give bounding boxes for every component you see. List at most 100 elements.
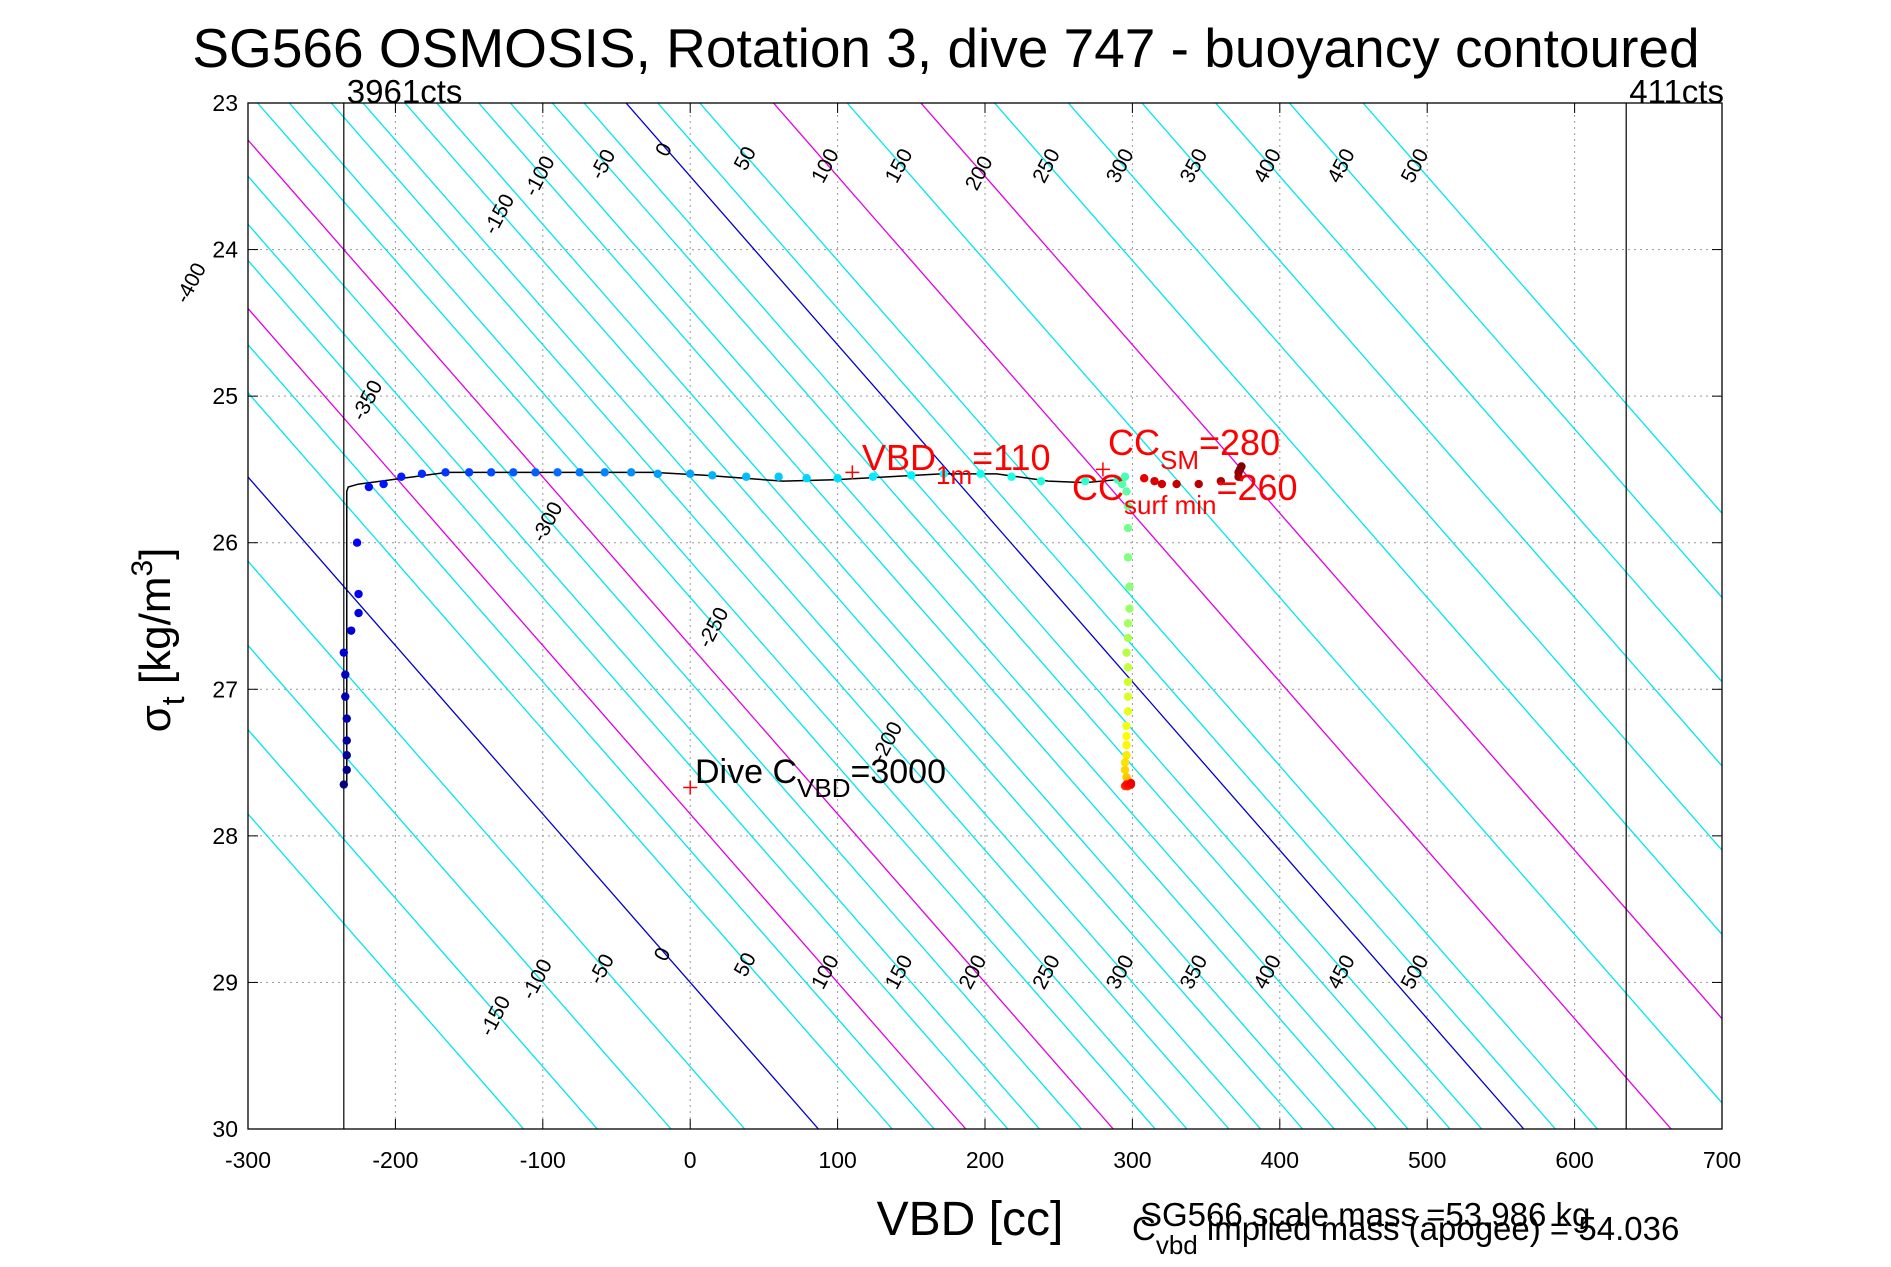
profile-point bbox=[1123, 553, 1133, 562]
y-axis-label-main: σ bbox=[131, 705, 180, 732]
contour-line-top bbox=[248, 343, 935, 1129]
x-tick-label: 500 bbox=[1408, 1147, 1446, 1173]
profile-point bbox=[600, 468, 609, 477]
implied-mass-sub: vbd bbox=[1156, 1230, 1198, 1260]
x-tick-label: 400 bbox=[1261, 1147, 1299, 1173]
cc-sm-value: =280 bbox=[1199, 422, 1280, 463]
dive-cvbd-value: =3000 bbox=[851, 753, 947, 791]
profile-point bbox=[1172, 479, 1181, 489]
contour-line-bottom bbox=[288, 103, 1188, 1129]
contour-line-bottom bbox=[248, 812, 525, 1129]
profile-point bbox=[1237, 462, 1246, 471]
profile-point bbox=[1125, 604, 1134, 613]
profile-point bbox=[1216, 476, 1226, 486]
profile-point bbox=[509, 468, 518, 477]
contour-line-bottom bbox=[362, 103, 1262, 1129]
contour-line-bottom bbox=[248, 139, 1114, 1129]
count-label: 3961cts bbox=[347, 73, 463, 110]
y-tick-label: 23 bbox=[212, 90, 238, 116]
implied-mass-main: C bbox=[1132, 1210, 1156, 1247]
contour-line-top bbox=[625, 103, 1525, 1129]
profile-point bbox=[1150, 476, 1159, 486]
profile-point bbox=[342, 714, 351, 723]
cc-sm-sub: SM bbox=[1160, 445, 1199, 475]
profile-point bbox=[1117, 479, 1127, 489]
contour-line-bottom bbox=[436, 103, 1335, 1129]
profile-point bbox=[441, 468, 450, 477]
y-tick-label: 27 bbox=[212, 676, 238, 702]
dive-profile bbox=[339, 462, 1246, 795]
profile-point bbox=[1123, 692, 1133, 701]
y-tick-label: 26 bbox=[212, 530, 238, 556]
profile-point bbox=[1122, 751, 1131, 760]
contour-line-bottom bbox=[509, 103, 1409, 1129]
contour-line-top bbox=[1215, 103, 1722, 683]
contour-line-top bbox=[1362, 103, 1722, 515]
buoyancy-contours bbox=[248, 103, 1722, 1129]
vbd-1m-value: =110 bbox=[972, 437, 1050, 478]
x-tick-label: 100 bbox=[818, 1147, 856, 1173]
profile-point bbox=[553, 468, 562, 477]
profile-point bbox=[1120, 758, 1130, 767]
count-label: 411cts bbox=[1629, 73, 1724, 110]
profile-point bbox=[339, 780, 349, 789]
cc-surf-min-annotation: CCsurf min=260 bbox=[1072, 467, 1298, 520]
x-axis-label: VBD [cc] bbox=[877, 1193, 1064, 1246]
profile-point bbox=[627, 468, 636, 477]
profile-point bbox=[575, 468, 584, 477]
contour-line-top bbox=[920, 103, 1722, 1020]
profile-point bbox=[354, 589, 363, 599]
x-tick-label: 300 bbox=[1113, 1147, 1151, 1173]
profile-point bbox=[1123, 633, 1133, 643]
profile-point bbox=[341, 692, 350, 701]
profile-point bbox=[1123, 523, 1133, 533]
profile-point bbox=[1139, 474, 1149, 483]
reference-marker bbox=[1095, 462, 1110, 477]
profile-point bbox=[802, 474, 811, 483]
profile-point bbox=[1123, 707, 1133, 716]
profile-point bbox=[1123, 619, 1133, 628]
profile-point bbox=[487, 468, 496, 477]
y-tick-label: 28 bbox=[212, 823, 238, 849]
profile-point bbox=[833, 474, 842, 483]
contour-line-top bbox=[699, 103, 1598, 1129]
scale-mass-text: SG566 scale mass =53.986 kg bbox=[1140, 1196, 1590, 1233]
vbd-1m-annotation: VBD1m=110 bbox=[862, 437, 1051, 490]
contour-line-bottom bbox=[583, 103, 1483, 1129]
profile-point bbox=[354, 608, 363, 618]
profile-point bbox=[686, 469, 695, 479]
contour-line-bottom bbox=[248, 391, 893, 1129]
contour-line-bottom bbox=[248, 644, 672, 1129]
profile-point bbox=[531, 468, 540, 477]
x-tick-label: 0 bbox=[684, 1147, 697, 1173]
profile-point bbox=[939, 469, 948, 479]
contour-line-top bbox=[248, 259, 1009, 1129]
profile-point bbox=[346, 626, 356, 635]
dive-cvbd-main: Dive C bbox=[695, 753, 797, 791]
profile-point bbox=[464, 468, 474, 477]
implied-mass-text: Cvbd implied mass (apogee) = 54.036 bbox=[1132, 1210, 1679, 1260]
y-tick-label: 25 bbox=[212, 383, 238, 409]
y-tick-label: 29 bbox=[212, 969, 238, 995]
contour-line-top bbox=[772, 103, 1672, 1129]
y-tick-label: 30 bbox=[212, 1116, 238, 1142]
count-lines: 3961cts 411cts bbox=[343, 73, 1724, 1129]
contour-line-top bbox=[994, 103, 1722, 936]
profile-point bbox=[379, 479, 388, 489]
dive-cvbd-sub: VBD bbox=[797, 773, 850, 803]
profile-point bbox=[1120, 472, 1130, 481]
profile-point bbox=[417, 469, 427, 479]
contour-line-top bbox=[330, 103, 1230, 1129]
y-axis-label-close: ] bbox=[131, 548, 180, 560]
chart-title: SG566 OSMOSIS, Rotation 3, dive 747 - bu… bbox=[192, 17, 1699, 79]
y-axis-label: σt [kg/m3] bbox=[126, 548, 191, 733]
profile-point bbox=[976, 469, 985, 479]
contour-line-top bbox=[846, 103, 1722, 1104]
profile-point bbox=[868, 472, 878, 481]
profile-point bbox=[907, 471, 916, 480]
reference-marker bbox=[683, 780, 698, 795]
profile-point bbox=[1123, 677, 1133, 687]
contour-line-top bbox=[478, 103, 1377, 1129]
